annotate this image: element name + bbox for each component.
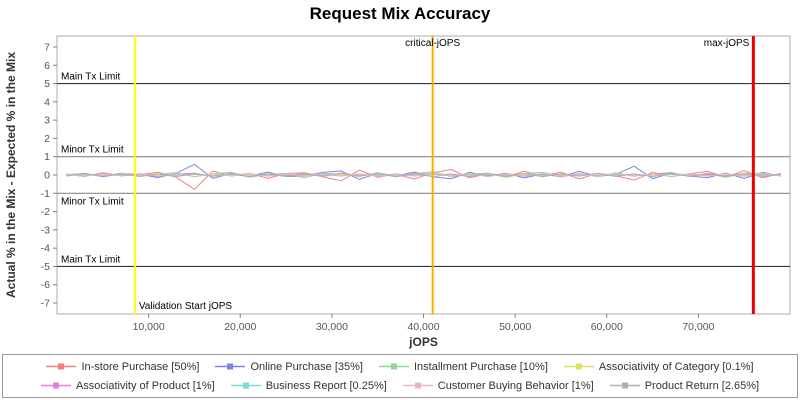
legend-label: In-store Purchase [50%] [81,360,200,373]
legend-label: Product Return [2.65%] [644,379,760,392]
y-tick-label: 3 [44,115,50,127]
legend-label: Associativity of Product [1%] [75,379,215,392]
y-axis-label: Actual % in the Mix - Expected % in the … [4,52,18,298]
marker-label: Validation Start jOPS [139,301,233,312]
legend-item: Associativity of Product [1%] [40,379,215,392]
limit-line-label: Minor Tx Limit [61,196,124,207]
y-tick-label: -4 [41,243,50,255]
legend-swatch-icon [402,382,433,389]
legend-swatch-icon [215,363,246,370]
legend-label: Customer Buying Behavior [1%] [437,379,594,392]
legend-swatch-icon [46,363,77,370]
y-tick-label: -6 [41,279,50,291]
y-tick-label: -5 [41,261,50,273]
legend-swatch-icon [230,382,261,389]
legend-item: Installment Purchase [10%] [378,360,548,373]
legend-label: Associativity of Category [0.1%] [598,360,754,373]
x-tick-label: 70,000 [682,321,714,333]
x-tick-label: 50,000 [499,321,531,333]
legend-item: Product Return [2.65%] [609,379,760,392]
legend-item: Business Report [0.25%] [230,379,387,392]
y-tick-label: -3 [41,224,50,236]
legend-item: Associativity of Category [0.1%] [563,360,754,373]
chart-title: Request Mix Accuracy [309,4,491,23]
series-line-4 [66,172,781,178]
x-tick-label: 20,000 [224,321,256,333]
y-tick-label: 5 [44,78,50,90]
series-line-7 [66,172,781,178]
legend-swatch-icon [378,363,409,370]
y-tick-label: -7 [41,298,50,310]
legend-row: Associativity of Product [1%] Business Re… [3,376,797,395]
x-tick-label: 10,000 [133,321,165,333]
legend-swatch-icon [563,363,594,370]
limit-line-label: Main Tx Limit [61,72,120,83]
x-tick-label: 30,000 [316,321,348,333]
limit-line-label: Minor Tx Limit [61,145,124,156]
x-tick-label: 40,000 [407,321,439,333]
chart-plot: -7 -6 -5 -4 -3 -2 -1 0 1 2 3 4 5 6 7 10,000 20,000 30,000… [4,35,791,349]
marker-label: critical-jOPS [405,38,460,49]
x-axis-label: jOPS [408,335,438,349]
chart-legend: In-store Purchase [50%] Online Purchase [… [2,354,798,398]
x-tick-label: 60,000 [591,321,623,333]
legend-label: Online Purchase [35%] [250,360,363,373]
legend-label: Business Report [0.25%] [265,379,387,392]
legend-swatch-icon [40,382,71,389]
y-tick-label: -2 [41,206,50,218]
legend-swatch-icon [609,382,640,389]
marker-label: max-jOPS [704,38,750,49]
y-tick-label: 6 [44,60,50,72]
y-tick-label: 7 [44,41,50,53]
legend-item: Online Purchase [35%] [215,361,363,373]
y-tick-label: 4 [44,96,50,108]
legend-item: In-store Purchase [50%] [46,361,199,373]
y-tick-label: 2 [44,133,50,145]
y-tick-label: -1 [41,188,50,200]
legend-item: Customer Buying Behavior [1%] [402,379,594,392]
y-tick-label: 1 [44,151,50,163]
legend-row: In-store Purchase [50%] Online Purchase [… [3,357,797,376]
y-tick-label: 0 [44,170,50,182]
limit-line-label: Main Tx Limit [61,254,120,265]
legend-label: Installment Purchase [10%] [413,360,548,373]
